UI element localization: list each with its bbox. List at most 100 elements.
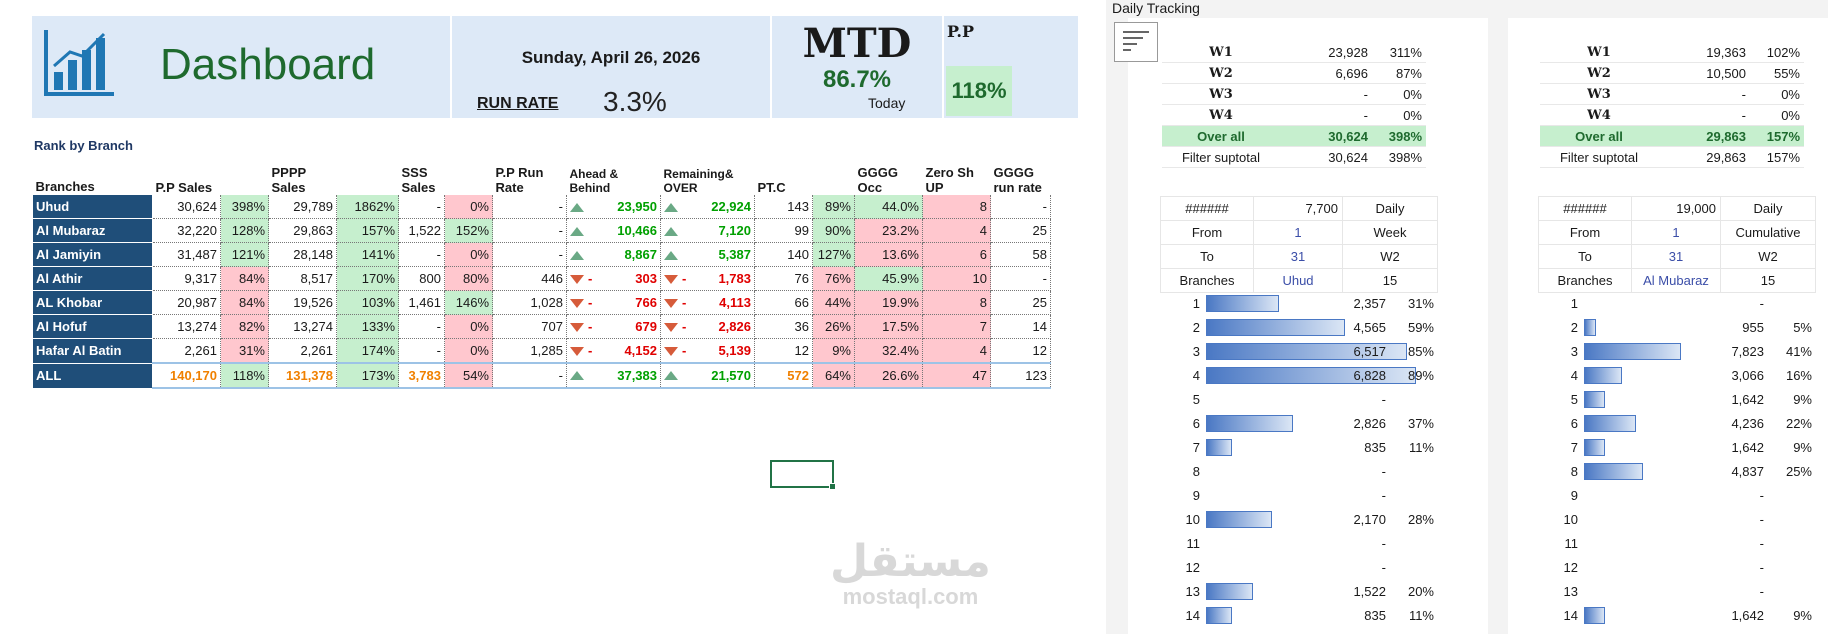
subtotal-row-pct: 157% <box>1750 146 1804 168</box>
bar-pct: 37% <box>1407 416 1434 431</box>
ahead-behind: - 766 <box>566 290 661 315</box>
bar-fill <box>1584 343 1681 360</box>
period-select[interactable]: Week <box>1342 220 1438 245</box>
col-sss-pct <box>444 156 493 195</box>
mode-select[interactable]: Daily <box>1342 196 1438 221</box>
total-pppp: 131,378 <box>268 362 337 389</box>
selected-cell[interactable] <box>770 460 836 490</box>
ptc-pct: 90% <box>812 218 855 243</box>
bar-fill <box>1206 439 1232 456</box>
ahead-behind-value: 4,152 <box>624 343 657 358</box>
bar-row: 14 1,642 9% <box>1538 604 1828 628</box>
run-rate-value: 25 <box>990 290 1051 315</box>
pppp-sales: 29,863 <box>268 218 337 243</box>
overall-row-label: Over all <box>1162 125 1280 147</box>
remaining-over: - 2,826 <box>660 314 755 339</box>
control-row: ###### 7,700 Daily <box>1160 196 1438 221</box>
to-label: To <box>1160 244 1254 269</box>
bar-value: - <box>1381 560 1386 575</box>
bar-rank: 13 <box>1185 584 1200 599</box>
target-label: ###### <box>1160 196 1254 221</box>
pp-run-rate: - <box>492 242 567 267</box>
branch-name[interactable]: AL Khobar <box>32 290 153 315</box>
branch-select[interactable]: Al Mubaraz <box>1631 268 1721 293</box>
control-row: Branches Uhud 15 <box>1160 268 1438 293</box>
bar-rank: 11 <box>1564 536 1579 551</box>
rank-title: Rank by Branch <box>34 138 133 153</box>
ahead-behind-value: 766 <box>635 295 657 310</box>
ptc-pct: 26% <box>812 314 855 339</box>
col-zero-sh-up: Zero Sh UP <box>922 156 991 195</box>
ahead-behind: 8,867 <box>566 242 661 267</box>
arrow-up-icon <box>570 227 584 237</box>
week-pct: 311% <box>1372 42 1426 63</box>
bar-value: 1,642 <box>1731 608 1764 623</box>
branch-name[interactable]: Al Mubaraz <box>32 218 153 243</box>
bar-fill <box>1584 439 1606 456</box>
ptc-value: 140 <box>754 242 813 267</box>
pppp-sales: 13,274 <box>268 314 337 339</box>
remaining-over-value: 22,924 <box>711 198 751 214</box>
control-row: ###### 19,000 Daily <box>1538 196 1816 221</box>
week-select[interactable]: W2 <box>1342 244 1438 269</box>
bar-value: - <box>1381 464 1386 479</box>
filter-slicer-icon[interactable] <box>1114 22 1158 62</box>
mode-select[interactable]: Daily <box>1720 196 1816 221</box>
week-pct: 87% <box>1372 62 1426 84</box>
col-pp-run-rate: P.P Run Rate <box>492 156 567 195</box>
week-row: W1 19,363 102% <box>1540 42 1804 63</box>
sss-sales: - <box>398 314 445 339</box>
chart-logo-icon <box>44 30 114 96</box>
bar-row: 2 4,565 59% <box>1160 316 1460 340</box>
from-input[interactable]: 1 <box>1631 220 1721 245</box>
ahead-behind-value: 679 <box>635 319 657 334</box>
bar-value: - <box>1759 560 1764 575</box>
to-input[interactable]: 31 <box>1253 244 1343 269</box>
period-select[interactable]: Cumulative <box>1720 220 1816 245</box>
col-pppp-sales: PPPP Sales <box>268 156 337 195</box>
arrow-up-icon <box>664 227 678 237</box>
bar-fill <box>1584 463 1643 480</box>
branch-name[interactable]: Al Athir <box>32 266 153 291</box>
week-value: 23,928 <box>1280 42 1372 63</box>
bar-fill <box>1584 415 1636 432</box>
rank-header-row: Branches P.P Sales PPPP Sales SSS Sales … <box>32 156 1051 195</box>
arrow-down-icon <box>570 275 584 285</box>
arrow-down-icon <box>664 275 678 285</box>
watermark-logo: مستقل mostaql.com <box>830 540 991 610</box>
col-run-rate: GGGG run rate <box>990 156 1051 195</box>
bar-row: 12 - <box>1160 556 1460 580</box>
to-input[interactable]: 31 <box>1631 244 1721 269</box>
week-select[interactable]: W2 <box>1720 244 1816 269</box>
overall-row-value: 29,863 <box>1658 125 1750 147</box>
from-input[interactable]: 1 <box>1253 220 1343 245</box>
bar-row: 2 955 5% <box>1538 316 1828 340</box>
overall-row-label: Over all <box>1540 125 1658 147</box>
bar-value: 1,642 <box>1731 440 1764 455</box>
bar-value: 1,642 <box>1731 392 1764 407</box>
week-value: 6,696 <box>1280 62 1372 84</box>
zero-sh-up: 10 <box>922 266 991 291</box>
bar-rank: 2 <box>1192 320 1200 335</box>
zero-sh-up: 8 <box>922 194 991 219</box>
col-pppp-pct <box>336 156 399 195</box>
table-row: Al Hofuf 13,274 82% 13,274 133% -0% 707-679-2,… <box>32 314 1051 339</box>
bar-fill <box>1206 295 1280 312</box>
pppp-sales: 19,526 <box>268 290 337 315</box>
week-label: W1 <box>1540 42 1658 63</box>
bar-rank: 3 <box>1570 344 1578 359</box>
week-label: W4 <box>1162 104 1280 126</box>
branches-label: Branches <box>1538 268 1632 293</box>
branch-name[interactable]: Al Hofuf <box>32 314 153 339</box>
bar-row: 11 - <box>1160 532 1460 556</box>
bar-value: 2,170 <box>1353 512 1386 527</box>
pppp-sales: 2,261 <box>268 338 337 364</box>
branch-name[interactable]: Al Jamiyin <box>32 242 153 267</box>
ptc-value: 99 <box>754 218 813 243</box>
branch-select[interactable]: Uhud <box>1253 268 1343 293</box>
week-pct: 55% <box>1750 62 1804 84</box>
branch-name[interactable]: Uhud <box>32 194 153 219</box>
week-value: 19,363 <box>1658 42 1750 63</box>
branch-name[interactable]: Hafar Al Batin <box>32 338 153 364</box>
bar-pct: 11% <box>1408 608 1434 623</box>
